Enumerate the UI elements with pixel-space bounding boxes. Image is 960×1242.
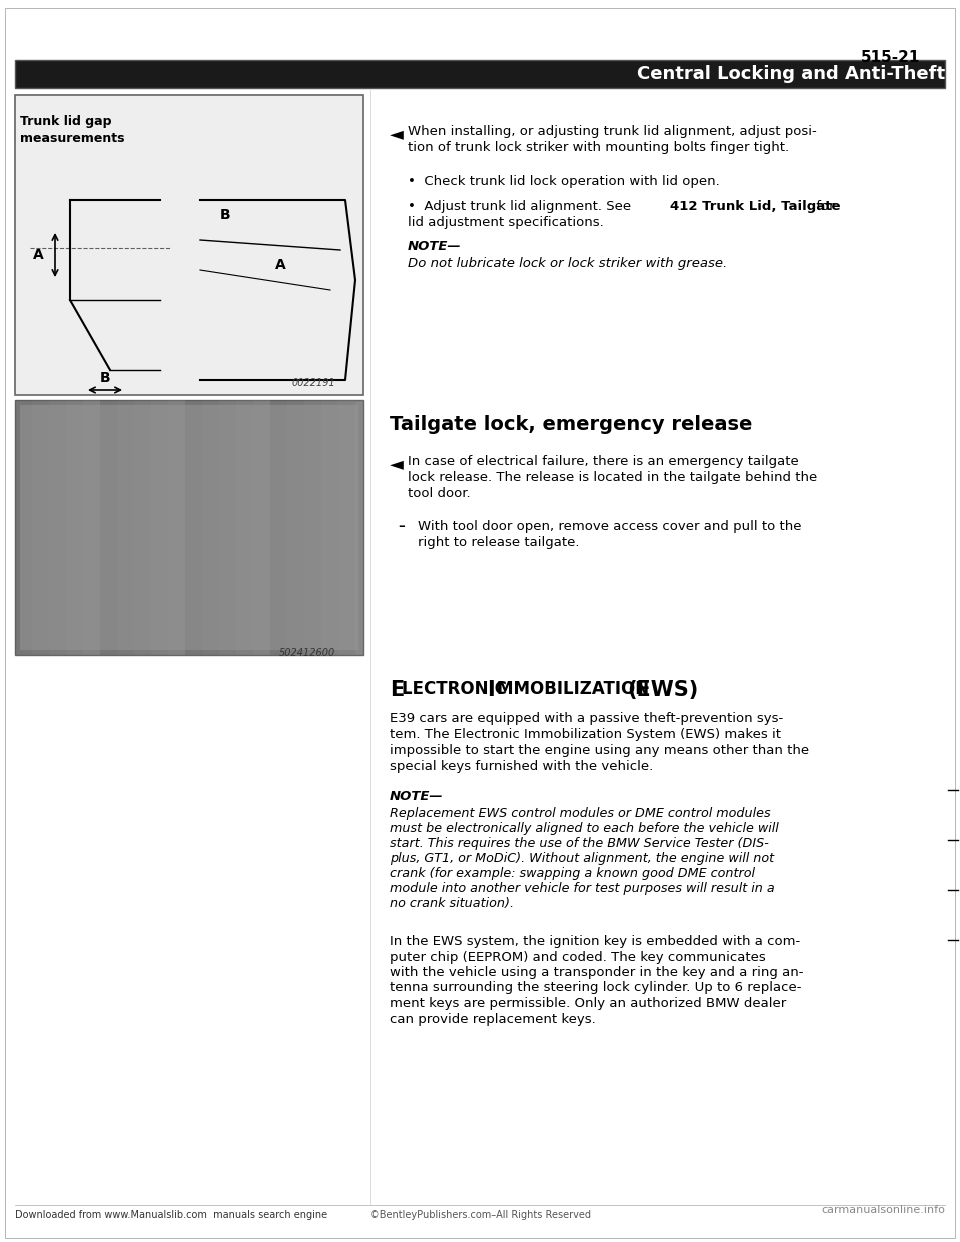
Text: tem. The Electronic Immobilization System (EWS) makes it: tem. The Electronic Immobilization Syste…	[390, 728, 781, 741]
Text: tion of trunk lock striker with mounting bolts finger tight.: tion of trunk lock striker with mounting…	[408, 142, 789, 154]
Text: Replacement EWS control modules or DME control modules: Replacement EWS control modules or DME c…	[390, 807, 771, 820]
Text: Central Locking and Anti-Theft: Central Locking and Anti-Theft	[636, 65, 945, 83]
Text: 412 Trunk Lid, Tailgate: 412 Trunk Lid, Tailgate	[670, 200, 841, 212]
Text: A: A	[275, 258, 285, 272]
Text: Trunk lid gap
measurements: Trunk lid gap measurements	[20, 116, 125, 145]
Bar	[202, 400, 219, 655]
Bar	[15, 400, 363, 655]
Text: In the EWS system, the ignition key is embedded with a com-: In the EWS system, the ignition key is e…	[390, 935, 801, 948]
Bar	[15, 94, 360, 390]
Text: special keys furnished with the vehicle.: special keys furnished with the vehicle.	[390, 760, 653, 773]
Bar	[270, 400, 287, 655]
Text: with the vehicle using a transponder in the key and a ring an-: with the vehicle using a transponder in …	[390, 966, 804, 979]
Text: can provide replacement keys.: can provide replacement keys.	[390, 1012, 596, 1026]
Text: Do not lubricate lock or lock striker with grease.: Do not lubricate lock or lock striker wi…	[408, 257, 728, 270]
Bar	[20, 405, 358, 650]
Bar	[117, 400, 134, 655]
Text: B: B	[220, 207, 230, 222]
Bar	[15, 101, 175, 140]
Text: lock release. The release is located in the tailgate behind the: lock release. The release is located in …	[408, 471, 817, 484]
Bar	[15, 60, 945, 88]
Bar	[185, 400, 202, 655]
Text: NOTE—: NOTE—	[390, 790, 444, 804]
Text: •  Adjust trunk lid alignment. See: • Adjust trunk lid alignment. See	[408, 200, 636, 212]
Text: Tailgate lock, emergency release: Tailgate lock, emergency release	[390, 415, 753, 433]
Text: (EWS): (EWS)	[627, 681, 698, 700]
Text: start. This requires the use of the BMW Service Tester (DIS-: start. This requires the use of the BMW …	[390, 837, 769, 850]
Text: In case of electrical failure, there is an emergency tailgate: In case of electrical failure, there is …	[408, 455, 799, 468]
Bar	[134, 400, 151, 655]
Text: –: –	[398, 520, 405, 533]
Text: With tool door open, remove access cover and pull to the: With tool door open, remove access cover…	[418, 520, 802, 533]
Bar	[15, 94, 363, 395]
Text: module into another vehicle for test purposes will result in a: module into another vehicle for test pur…	[390, 882, 775, 895]
Text: NOTE—: NOTE—	[408, 240, 462, 253]
Bar	[168, 400, 185, 655]
Text: ment keys are permissible. Only an authorized BMW dealer: ment keys are permissible. Only an autho…	[390, 997, 786, 1010]
Bar	[219, 400, 236, 655]
Bar	[304, 400, 321, 655]
Text: for: for	[812, 200, 834, 212]
Text: Downloaded from www.Manualslib.com  manuals search engine: Downloaded from www.Manualslib.com manua…	[15, 1210, 327, 1220]
Bar	[49, 400, 66, 655]
Bar	[100, 400, 117, 655]
Text: no crank situation).: no crank situation).	[390, 897, 514, 910]
Text: E39 cars are equipped with a passive theft-prevention sys-: E39 cars are equipped with a passive the…	[390, 712, 783, 725]
Text: B: B	[100, 371, 110, 385]
Text: crank (for example: swapping a known good DME control: crank (for example: swapping a known goo…	[390, 867, 755, 881]
Text: right to release tailgate.: right to release tailgate.	[418, 537, 580, 549]
Text: 502412600: 502412600	[278, 648, 335, 658]
Text: must be electronically aligned to each before the vehicle will: must be electronically aligned to each b…	[390, 822, 779, 835]
Text: LECTRONIC: LECTRONIC	[402, 681, 513, 698]
Bar	[15, 400, 32, 655]
Text: plus, GT1, or MoDiC). Without alignment, the engine will not: plus, GT1, or MoDiC). Without alignment,…	[390, 852, 774, 864]
Bar	[253, 400, 270, 655]
Text: lid adjustment specifications.: lid adjustment specifications.	[408, 216, 604, 229]
Text: When installing, or adjusting trunk lid alignment, adjust posi-: When installing, or adjusting trunk lid …	[408, 125, 817, 138]
Text: E: E	[390, 681, 404, 700]
Bar	[236, 400, 253, 655]
Text: impossible to start the engine using any means other than the: impossible to start the engine using any…	[390, 744, 809, 758]
Text: tool door.: tool door.	[408, 487, 470, 501]
Text: 0022191: 0022191	[291, 378, 335, 388]
Bar	[32, 400, 49, 655]
Text: tenna surrounding the steering lock cylinder. Up to 6 replace-: tenna surrounding the steering lock cyli…	[390, 981, 802, 995]
Text: MMOBILIZATION: MMOBILIZATION	[497, 681, 655, 698]
Text: I: I	[487, 681, 494, 700]
Bar	[83, 400, 100, 655]
Text: •  Check trunk lid lock operation with lid open.: • Check trunk lid lock operation with li…	[408, 175, 720, 188]
Bar	[66, 400, 83, 655]
Text: ©BentleyPublishers.com–All Rights Reserved: ©BentleyPublishers.com–All Rights Reserv…	[370, 1210, 590, 1220]
Text: carmanualsonline.info: carmanualsonline.info	[821, 1205, 945, 1215]
Bar	[338, 400, 355, 655]
Bar	[321, 400, 338, 655]
Bar	[151, 400, 168, 655]
Text: A: A	[33, 248, 43, 262]
Bar	[287, 400, 304, 655]
Text: ◄: ◄	[390, 455, 404, 473]
Text: ◄: ◄	[390, 125, 404, 143]
Text: 515-21: 515-21	[860, 51, 920, 66]
Text: puter chip (EEPROM) and coded. The key communicates: puter chip (EEPROM) and coded. The key c…	[390, 950, 766, 964]
